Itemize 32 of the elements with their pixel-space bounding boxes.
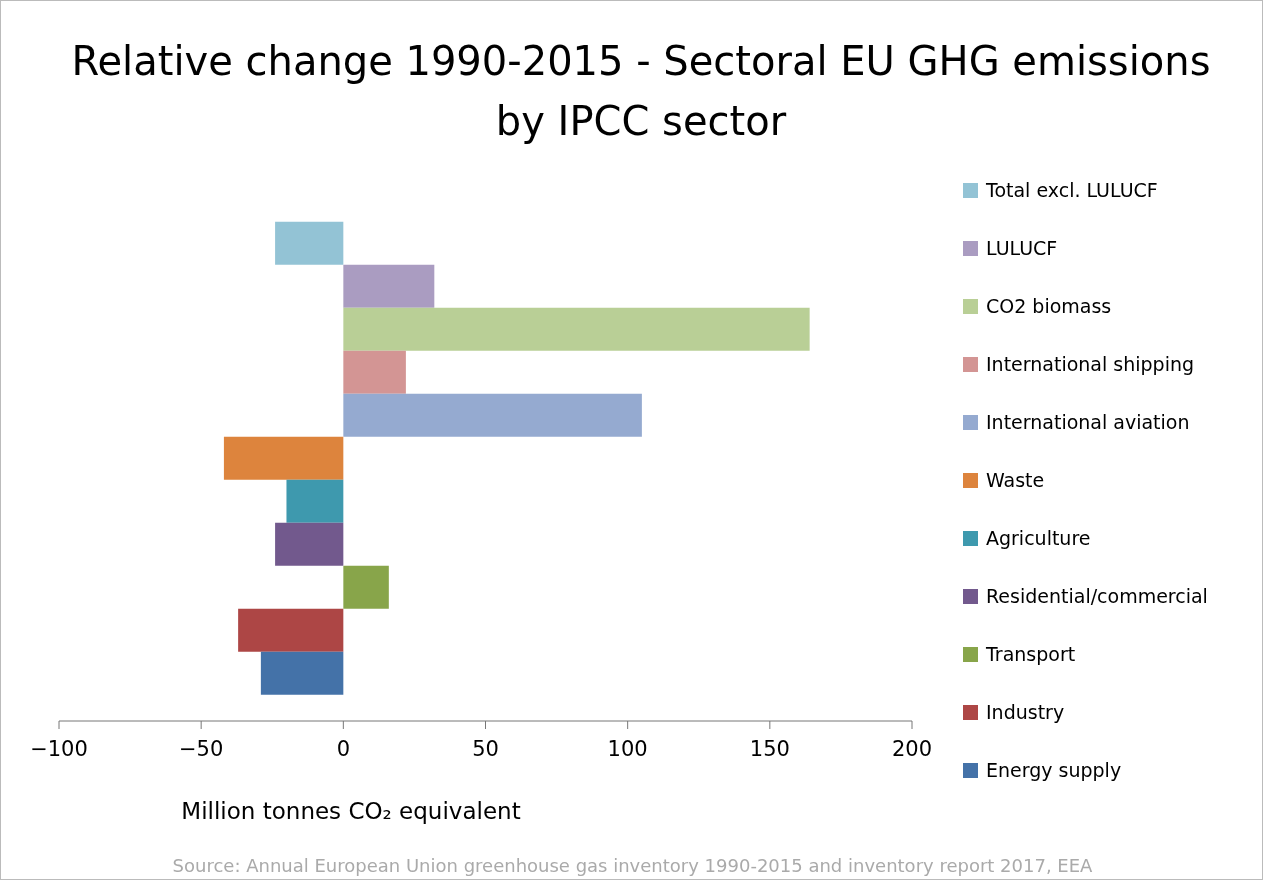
- x-axis-title: Million tonnes CO₂ equivalent: [180, 798, 522, 824]
- bar: [275, 221, 344, 265]
- bar: [238, 608, 344, 652]
- bar: [343, 350, 406, 394]
- x-tick-label: 150: [749, 736, 790, 761]
- legend-label: Industry: [986, 701, 1065, 723]
- legend-label: Residential/commercial: [986, 585, 1208, 607]
- source-note: Source: Annual European Union greenhouse gas inventory 1990-2015 and inventory report 2017, EEA: [171, 855, 1094, 876]
- bar: [223, 436, 344, 480]
- bar: [275, 522, 344, 566]
- legend-label: Waste: [986, 469, 1045, 491]
- bar: [260, 651, 344, 695]
- bar: [343, 264, 435, 308]
- legend-label: Agriculture: [986, 527, 1091, 549]
- legend-label: Energy supply: [986, 759, 1122, 781]
- x-tick-label: 100: [607, 736, 648, 761]
- x-tick-label: 200: [891, 736, 933, 761]
- bar: [286, 479, 344, 523]
- chart-title: Relative change 1990-2015 - Sectoral EU GHG emissions by IPCC sector: [70, 37, 1212, 146]
- legend-label: International aviation: [986, 411, 1190, 433]
- legend-label: LULUCF: [986, 237, 1058, 259]
- bar: [343, 565, 389, 609]
- legend-label: International shipping: [986, 353, 1195, 375]
- bar: [343, 393, 642, 437]
- x-tick-label: 0: [336, 736, 351, 761]
- legend-label: Total excl. LULUCF: [986, 179, 1158, 201]
- bar: [343, 307, 810, 351]
- x-tick-label: −50: [179, 736, 224, 761]
- x-tick-label: 50: [472, 736, 499, 761]
- legend-label: CO2 biomass: [986, 295, 1112, 317]
- x-tick-label: −100: [30, 736, 88, 761]
- legend-label: Transport: [986, 643, 1076, 665]
